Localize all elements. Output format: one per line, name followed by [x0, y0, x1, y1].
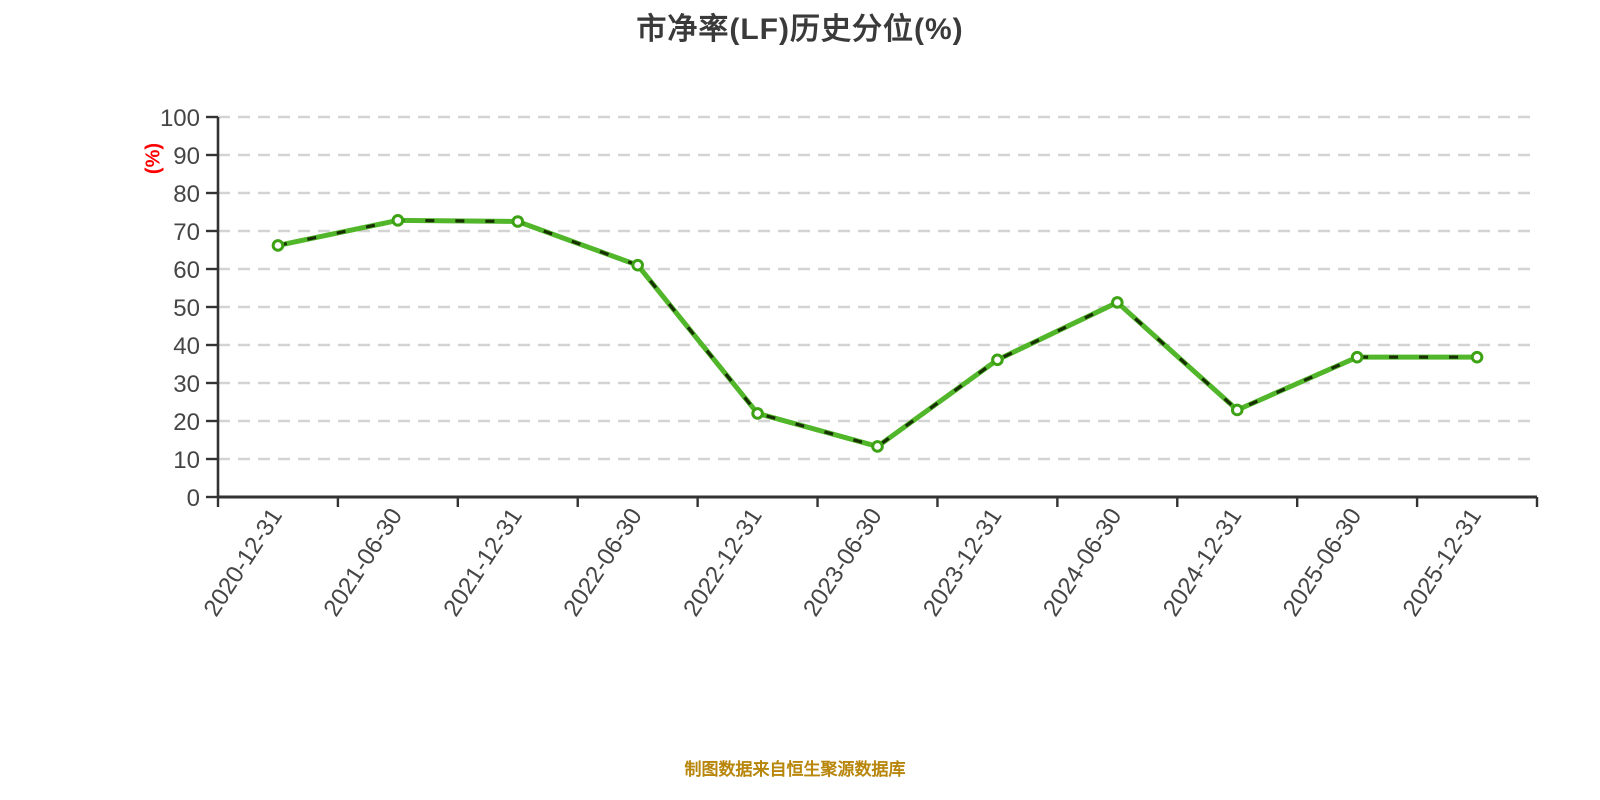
y-tick-label: 10	[173, 447, 200, 474]
y-tick-label: 60	[173, 257, 200, 284]
y-tick-label: 20	[173, 409, 200, 436]
y-tick-label: 100	[160, 105, 200, 132]
x-tick-label: 2024-12-31	[1158, 504, 1248, 622]
y-tick-label: 90	[173, 143, 200, 170]
y-tick-label: 80	[173, 181, 200, 208]
x-tick-label: 2021-12-31	[438, 504, 528, 622]
y-tick-label: 40	[173, 333, 200, 360]
x-tick-label: 2021-06-30	[318, 504, 408, 622]
data-point-marker	[991, 353, 1004, 367]
x-tick-label: 2023-06-30	[798, 504, 888, 622]
data-point-marker	[1111, 296, 1124, 309]
data-point-marker	[1470, 350, 1484, 364]
x-tick-label: 2020-12-31	[198, 504, 288, 622]
data-point-marker	[391, 214, 405, 227]
data-point-marker	[871, 440, 884, 453]
series-line-dash-overlay	[277, 218, 1478, 449]
data-point-marker	[271, 239, 285, 252]
data-point-marker	[1350, 350, 1364, 364]
data-point-marker	[751, 407, 764, 420]
chart-title: 市净率(LF)历史分位(%)	[636, 13, 964, 46]
x-tick-label: 2025-12-31	[1398, 504, 1488, 622]
data-point-marker	[511, 215, 525, 228]
y-tick-label: 0	[187, 485, 200, 512]
y-tick-label: 30	[173, 371, 200, 398]
data-point-marker	[1230, 403, 1244, 417]
x-tick-label: 2022-12-31	[678, 504, 768, 622]
series-line	[275, 217, 1480, 449]
x-tick-label: 2024-06-30	[1038, 504, 1128, 622]
x-tick-label: 2022-06-30	[558, 504, 648, 622]
y-tick-label: 70	[173, 219, 200, 246]
x-tick-label: 2025-06-30	[1278, 504, 1368, 622]
data-source-note: 制图数据来自恒生聚源数据库	[684, 760, 906, 779]
data-point-marker	[631, 258, 644, 272]
x-tick-label: 2023-12-31	[918, 504, 1008, 622]
y-tick-label: 50	[173, 295, 200, 322]
